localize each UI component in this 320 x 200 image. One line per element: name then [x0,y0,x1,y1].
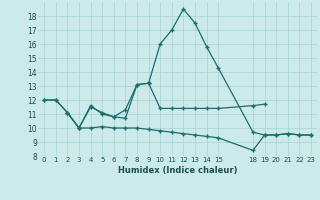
X-axis label: Humidex (Indice chaleur): Humidex (Indice chaleur) [118,166,237,175]
